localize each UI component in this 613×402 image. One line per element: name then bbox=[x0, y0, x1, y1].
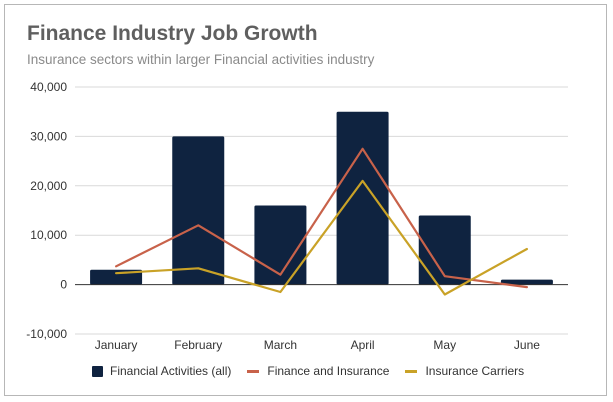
y-tick-label: 0 bbox=[60, 278, 67, 292]
x-tick-label: April bbox=[351, 338, 375, 352]
bar bbox=[336, 111, 389, 285]
legend-swatch-bar bbox=[92, 365, 103, 377]
legend-label: Insurance Carriers bbox=[425, 364, 525, 378]
y-tick-label: 30,000 bbox=[30, 129, 67, 143]
legend-label: Finance and Insurance bbox=[267, 364, 390, 378]
x-tick-label: January bbox=[95, 338, 138, 352]
y-tick-label: -10,000 bbox=[26, 327, 67, 341]
chart-subtitle: Insurance sectors within larger Financia… bbox=[27, 52, 375, 67]
legend-label: Financial Activities (all) bbox=[110, 364, 232, 378]
y-tick-label: 10,000 bbox=[30, 228, 67, 242]
series-line bbox=[114, 147, 529, 289]
bar bbox=[500, 279, 553, 285]
x-tick-label: June bbox=[514, 338, 540, 352]
x-tick-label: May bbox=[433, 338, 456, 352]
series-line bbox=[114, 179, 529, 296]
y-tick-label: 40,000 bbox=[30, 80, 67, 94]
chart-frame bbox=[4, 4, 607, 396]
chart-title: Finance Industry Job Growth bbox=[27, 22, 318, 45]
legend-item-insurance-carriers: Insurance Carriers bbox=[405, 364, 524, 378]
bar bbox=[172, 136, 225, 285]
legend-item-financial-activities: Financial Activities (all) bbox=[92, 364, 231, 378]
legend-item-finance-insurance: Finance and Insurance bbox=[247, 364, 389, 378]
chart-legend: Financial Activities (all) Finance and I… bbox=[92, 362, 540, 380]
bar bbox=[418, 215, 471, 285]
x-tick-label: March bbox=[264, 338, 297, 352]
bar bbox=[254, 205, 307, 285]
x-tick-label: February bbox=[174, 338, 222, 352]
legend-swatch-line bbox=[405, 369, 418, 373]
legend-swatch-line bbox=[247, 369, 260, 373]
y-tick-label: 20,000 bbox=[30, 179, 67, 193]
